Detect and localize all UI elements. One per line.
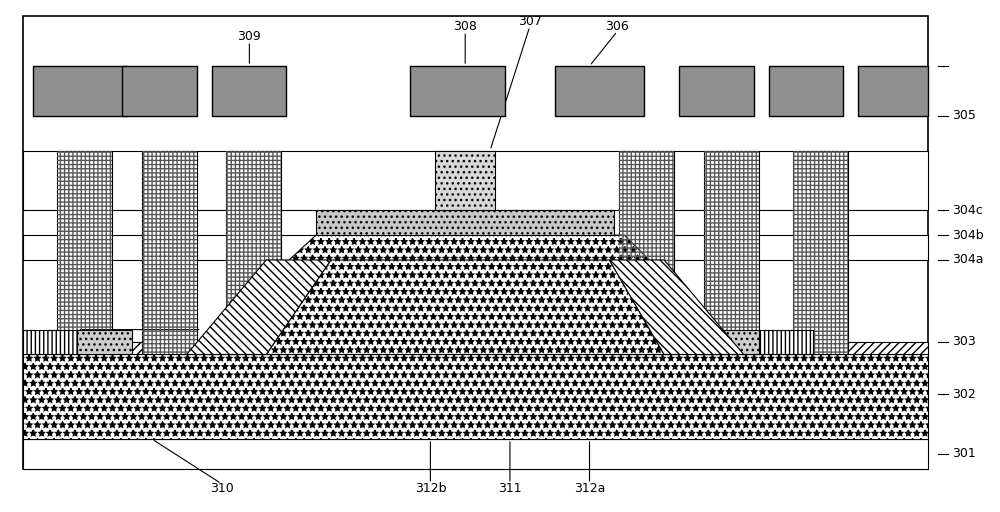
Bar	[33, 66, 127, 116]
Text: 307: 307	[518, 15, 542, 28]
Bar	[410, 66, 505, 116]
Bar	[435, 151, 495, 210]
Bar	[77, 330, 132, 354]
Bar	[142, 151, 197, 354]
Bar	[793, 151, 848, 354]
Polygon shape	[187, 260, 331, 354]
Bar	[858, 66, 928, 116]
Bar	[793, 151, 848, 354]
Bar	[704, 151, 759, 354]
Bar	[226, 151, 281, 354]
Text: 304a: 304a	[953, 253, 984, 266]
Text: 303: 303	[953, 335, 976, 348]
Bar	[759, 330, 813, 354]
Bar	[699, 330, 759, 354]
Text: 304b: 304b	[953, 229, 984, 242]
Text: 312a: 312a	[574, 482, 605, 495]
Bar	[793, 151, 848, 354]
Bar	[23, 151, 928, 300]
Bar	[212, 66, 286, 116]
Bar	[23, 439, 928, 469]
Bar	[23, 151, 928, 210]
Bar	[142, 151, 197, 354]
Bar	[316, 210, 614, 235]
Text: 310: 310	[210, 482, 233, 495]
Bar	[57, 151, 112, 354]
Bar	[142, 151, 197, 354]
Text: 306: 306	[605, 20, 629, 33]
Bar	[23, 342, 928, 354]
Bar	[619, 151, 674, 354]
Polygon shape	[266, 260, 664, 354]
Bar	[57, 151, 112, 354]
Bar	[704, 151, 759, 354]
Bar	[679, 66, 754, 116]
Bar	[23, 354, 928, 439]
Bar	[619, 151, 674, 354]
Bar	[769, 66, 843, 116]
Text: 308: 308	[453, 20, 477, 33]
Bar	[23, 235, 928, 260]
Bar	[226, 151, 281, 354]
Text: 309: 309	[237, 30, 261, 42]
Text: 311: 311	[498, 482, 522, 495]
Bar	[122, 66, 197, 116]
Bar	[619, 151, 674, 354]
Bar	[23, 16, 928, 469]
Polygon shape	[187, 235, 744, 354]
Polygon shape	[609, 260, 744, 354]
Bar	[555, 66, 644, 116]
Bar	[226, 151, 281, 354]
Bar	[23, 330, 77, 354]
Text: 301: 301	[953, 447, 976, 460]
Bar	[57, 151, 112, 354]
Text: 302: 302	[953, 388, 976, 401]
Bar	[704, 151, 759, 354]
Text: 304c: 304c	[953, 204, 983, 217]
Text: 312b: 312b	[415, 482, 446, 495]
Text: 305: 305	[953, 109, 976, 122]
